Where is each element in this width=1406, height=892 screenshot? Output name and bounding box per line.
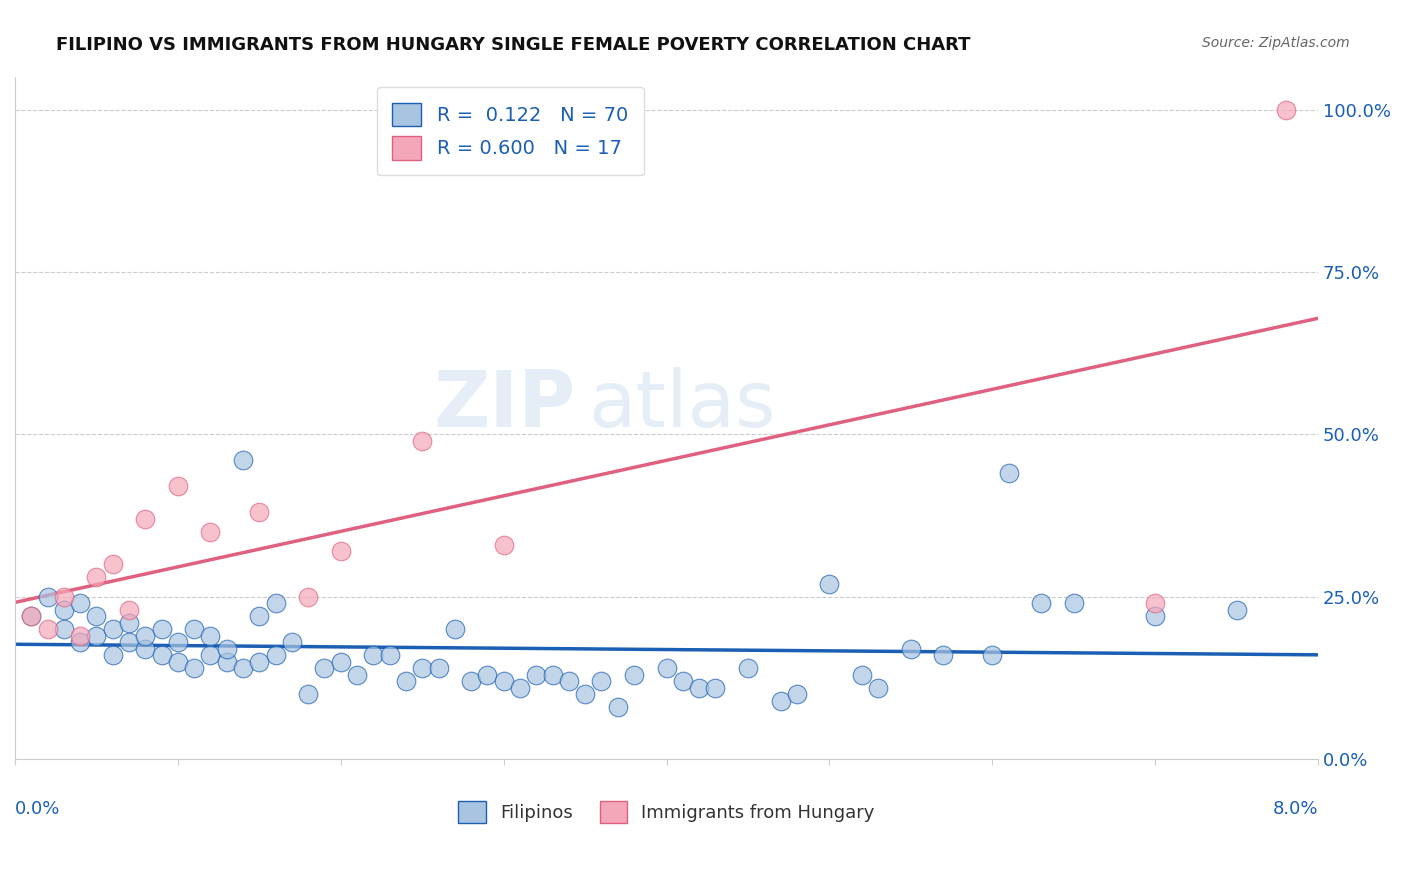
Point [997, 467, 1019, 481]
Point [52, 603, 75, 617]
Point [69, 629, 91, 643]
Point [52, 590, 75, 604]
Point [69, 596, 91, 610]
Point [167, 635, 190, 649]
Point [200, 648, 222, 662]
Point [232, 661, 254, 675]
Point [101, 558, 124, 572]
Point [460, 674, 482, 689]
Point [443, 622, 465, 636]
Point [411, 434, 433, 448]
Point [786, 687, 808, 701]
Point [606, 700, 628, 714]
Text: 8.0%: 8.0% [1272, 800, 1319, 818]
Point [150, 622, 173, 636]
Point [200, 524, 222, 539]
Point [329, 655, 352, 669]
Point [215, 655, 238, 669]
Point [86, 609, 108, 624]
Point [20, 609, 42, 624]
Text: 0.0%: 0.0% [15, 800, 60, 818]
Text: FILIPINO VS IMMIGRANTS FROM HUNGARY SINGLE FEMALE POVERTY CORRELATION CHART: FILIPINO VS IMMIGRANTS FROM HUNGARY SING… [56, 36, 970, 54]
Point [264, 596, 287, 610]
Point [346, 667, 368, 681]
Text: Source: ZipAtlas.com: Source: ZipAtlas.com [1202, 36, 1350, 50]
Point [134, 641, 156, 656]
Point [655, 661, 678, 675]
Legend: Filipinos, Immigrants from Hungary: Filipinos, Immigrants from Hungary [450, 792, 884, 831]
Point [688, 681, 710, 695]
Point [981, 648, 1004, 662]
Point [932, 648, 955, 662]
Point [167, 655, 190, 669]
Point [37, 590, 59, 604]
Point [868, 681, 890, 695]
Point [134, 629, 156, 643]
Point [1144, 609, 1167, 624]
Point [69, 635, 91, 649]
Point [558, 674, 581, 689]
Point [52, 622, 75, 636]
Point [427, 661, 450, 675]
Point [818, 576, 841, 591]
Point [118, 635, 141, 649]
Point [134, 512, 156, 526]
Point [200, 629, 222, 643]
Point [247, 609, 270, 624]
Point [1274, 103, 1296, 117]
Point [101, 648, 124, 662]
Point [37, 622, 59, 636]
Point [737, 661, 759, 675]
Point [86, 629, 108, 643]
Point [167, 479, 190, 493]
Point [363, 648, 385, 662]
Point [477, 667, 499, 681]
Point [1144, 596, 1167, 610]
Point [215, 641, 238, 656]
Point [492, 538, 515, 552]
Point [297, 687, 319, 701]
Point [20, 609, 42, 624]
Point [704, 681, 727, 695]
Point [101, 622, 124, 636]
Point [509, 681, 531, 695]
Point [395, 674, 418, 689]
Point [329, 544, 352, 558]
Point [1031, 596, 1053, 610]
Point [769, 693, 792, 707]
Point [281, 635, 304, 649]
Text: atlas: atlas [588, 367, 776, 442]
Point [247, 505, 270, 519]
Point [378, 648, 401, 662]
Point [86, 570, 108, 584]
Point [1063, 596, 1085, 610]
Point [524, 667, 547, 681]
Point [150, 648, 173, 662]
Point [1226, 603, 1249, 617]
Point [118, 603, 141, 617]
Point [591, 674, 613, 689]
Point [183, 661, 205, 675]
Text: ZIP: ZIP [433, 367, 575, 442]
Point [183, 622, 205, 636]
Point [232, 453, 254, 467]
Point [297, 590, 319, 604]
Point [314, 661, 336, 675]
Point [264, 648, 287, 662]
Point [492, 674, 515, 689]
Point [851, 667, 873, 681]
Point [411, 661, 433, 675]
Point [623, 667, 645, 681]
Point [574, 687, 596, 701]
Point [672, 674, 695, 689]
Point [118, 615, 141, 630]
Point [900, 641, 922, 656]
Point [247, 655, 270, 669]
Point [541, 667, 564, 681]
